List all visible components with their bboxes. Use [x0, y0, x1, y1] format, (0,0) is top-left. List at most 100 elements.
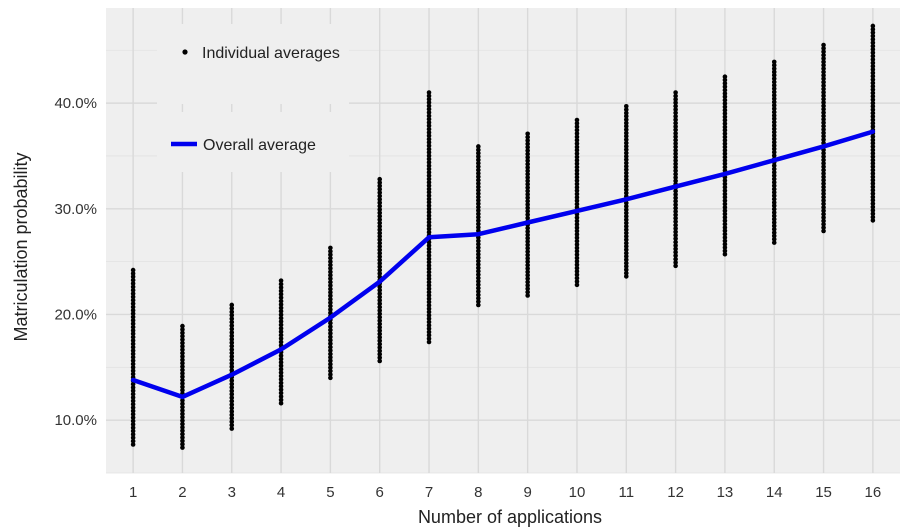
individual-average-point	[623, 264, 629, 269]
individual-average-point	[426, 156, 432, 162]
individual-average-point	[476, 279, 481, 284]
individual-average-point	[278, 309, 284, 314]
individual-average-point	[574, 131, 580, 136]
individual-average-point	[229, 330, 235, 335]
individual-average-point	[525, 245, 530, 251]
individual-average-point	[278, 370, 284, 375]
individual-average-point	[623, 167, 629, 172]
individual-average-point	[130, 365, 136, 370]
individual-average-point	[771, 119, 777, 125]
individual-average-point	[821, 69, 826, 75]
individual-average-point	[328, 361, 333, 367]
individual-average-point	[130, 388, 136, 394]
individual-average-point	[870, 70, 876, 76]
individual-average-point	[821, 174, 826, 180]
individual-average-point	[623, 237, 629, 243]
individual-average-point	[821, 225, 826, 230]
individual-average-point	[130, 271, 136, 276]
individual-average-point	[722, 208, 728, 213]
individual-average-point	[574, 232, 580, 237]
individual-average-point	[673, 202, 678, 207]
individual-average-point	[525, 192, 530, 197]
individual-average-point	[328, 344, 333, 350]
individual-average-point	[377, 311, 383, 317]
individual-average-point	[870, 171, 876, 176]
individual-average-point	[870, 134, 876, 139]
individual-average-point	[870, 198, 876, 203]
individual-average-point	[426, 90, 432, 95]
individual-average-point	[328, 269, 333, 275]
individual-average-point	[870, 107, 876, 113]
individual-average-point	[574, 134, 580, 140]
individual-average-point	[722, 248, 728, 254]
individual-average-point	[130, 318, 136, 323]
individual-average-point	[821, 154, 826, 159]
individual-average-point	[278, 302, 284, 307]
individual-average-point	[574, 282, 580, 288]
individual-average-point	[771, 176, 777, 182]
individual-average-point	[328, 303, 333, 309]
individual-average-point	[278, 363, 284, 369]
individual-average-point	[870, 43, 876, 49]
individual-average-point	[821, 164, 826, 170]
individual-average-point	[130, 422, 136, 427]
individual-average-point	[377, 314, 383, 320]
individual-average-point	[821, 62, 826, 68]
individual-average-point	[771, 126, 777, 132]
x-tick-label: 13	[717, 484, 734, 501]
individual-average-point	[525, 161, 530, 167]
individual-average-point	[673, 90, 678, 95]
individual-average-point	[574, 248, 580, 254]
individual-average-point	[870, 104, 876, 109]
individual-average-point	[476, 218, 481, 223]
individual-average-point	[673, 97, 678, 102]
individual-average-point	[722, 184, 728, 190]
individual-average-point	[870, 181, 876, 186]
individual-average-point	[476, 144, 481, 149]
individual-average-point	[476, 161, 481, 166]
x-tick-label: 8	[474, 484, 482, 501]
individual-average-point	[623, 190, 629, 196]
individual-average-point	[525, 181, 530, 187]
individual-average-point	[771, 69, 777, 75]
individual-average-point	[623, 174, 629, 179]
individual-average-point	[130, 284, 136, 290]
individual-average-point	[722, 104, 728, 110]
individual-average-point	[328, 290, 333, 295]
individual-average-point	[722, 181, 728, 187]
individual-average-point	[377, 261, 383, 266]
individual-average-point	[771, 210, 777, 215]
individual-average-point	[821, 208, 826, 213]
individual-average-point	[870, 90, 876, 96]
individual-average-point	[771, 230, 777, 235]
individual-average-point	[722, 164, 728, 170]
individual-average-point	[130, 435, 136, 441]
individual-average-point	[870, 194, 876, 200]
individual-average-point	[426, 93, 432, 99]
individual-average-point	[574, 215, 580, 220]
individual-average-point	[426, 333, 432, 338]
individual-average-point	[525, 256, 530, 261]
individual-average-point	[476, 282, 481, 288]
individual-average-point	[673, 246, 678, 252]
axes: 10.0%20.0%30.0%40.0%1 2 3 4 5 6 7 8 9 10 11 12 13 14 1…	[54, 95, 881, 501]
individual-average-point	[821, 42, 826, 48]
individual-average-point	[673, 134, 678, 140]
individual-average-point	[722, 221, 728, 227]
individual-average-point	[377, 257, 383, 263]
individual-average-point	[476, 285, 481, 291]
individual-average-point	[574, 124, 580, 130]
individual-average-point	[821, 90, 826, 95]
individual-average-point	[426, 183, 432, 188]
individual-average-point	[821, 59, 826, 65]
individual-average-point	[574, 121, 580, 126]
y-tick-label: 30.0%	[54, 201, 97, 218]
individual-average-point	[525, 185, 530, 190]
individual-average-point	[278, 295, 284, 300]
individual-average-point	[623, 107, 629, 112]
individual-average-point	[377, 200, 383, 206]
individual-average-point	[426, 259, 432, 265]
individual-average-point	[623, 140, 629, 146]
individual-average-point	[328, 355, 333, 360]
individual-average-point	[722, 74, 728, 79]
